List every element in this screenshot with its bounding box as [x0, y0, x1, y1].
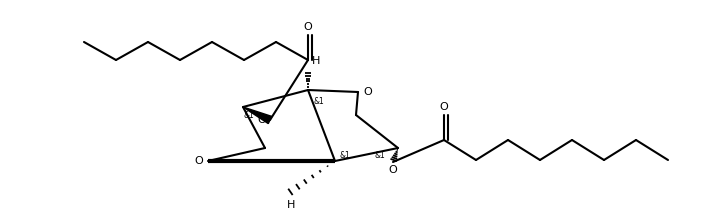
Polygon shape: [243, 107, 272, 124]
Text: &1: &1: [313, 97, 324, 107]
Text: O: O: [363, 87, 372, 97]
Text: O: O: [257, 115, 266, 125]
Text: O: O: [440, 102, 449, 112]
Text: O: O: [194, 156, 203, 166]
Text: &1: &1: [374, 151, 385, 159]
Text: H: H: [312, 56, 320, 66]
Text: &1: &1: [243, 110, 254, 120]
Text: O: O: [388, 165, 397, 175]
Text: O: O: [304, 22, 313, 32]
Text: H: H: [287, 200, 295, 210]
Text: &1: &1: [340, 151, 350, 159]
